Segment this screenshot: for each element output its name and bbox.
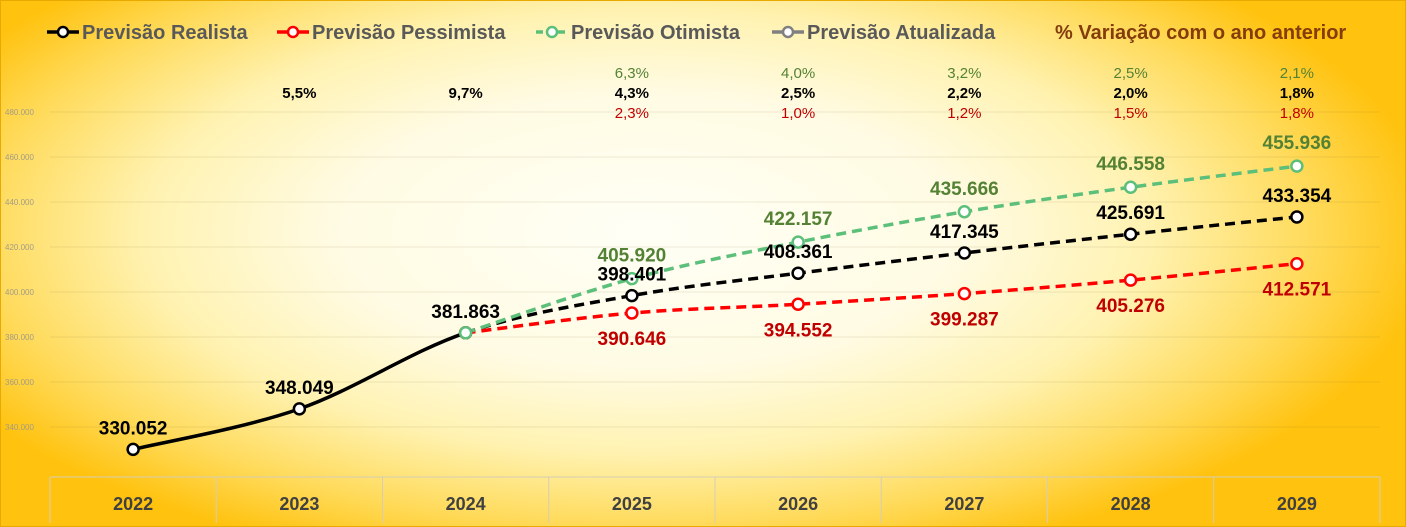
point-marker-previsao-otimista — [1290, 159, 1304, 173]
series-line-previsao-otimista-dashed — [465, 164, 1298, 335]
variation-label-previsao-pessimista: 2,3% — [615, 105, 649, 122]
point-marker-previsao-realista — [957, 246, 972, 260]
point-marker-previsao-otimista — [458, 326, 473, 340]
legend-item-previsao-pessimista: Previsão Pessimista — [277, 22, 506, 44]
legend-label: Previsão Pessimista — [312, 22, 506, 44]
point-marker-previsao-realista — [1123, 227, 1138, 241]
x-tick-label: 2022 — [113, 494, 153, 514]
variation-label-previsao-realista: 2,2% — [947, 85, 981, 102]
data-label-previsao-pessimista: 390.646 — [598, 329, 667, 350]
variation-label-previsao-otimista: 2,1% — [1280, 65, 1314, 82]
legend-marker — [286, 25, 300, 39]
data-label-previsao-realista: 417.345 — [930, 222, 999, 243]
variation-label-previsao-realista: 9,7% — [449, 85, 483, 102]
data-label-previsao-realista: 330.052 — [99, 418, 168, 439]
data-label-previsao-realista: 381.863 — [431, 302, 500, 323]
variation-label-previsao-pessimista: 1,0% — [781, 105, 815, 122]
point-marker-previsao-pessimista — [625, 306, 639, 320]
y-tick-label: 420.000 — [5, 243, 34, 252]
data-label-previsao-pessimista: 394.552 — [764, 320, 833, 341]
series-line-previsao-realista-dashed — [465, 215, 1298, 335]
variation-label-previsao-realista: 5,5% — [282, 85, 316, 102]
legend-label: Previsão Atualizada — [807, 22, 996, 44]
legend: Previsão Realista Previsão Pessimista Prev… — [47, 22, 1346, 44]
point-marker-previsao-pessimista — [791, 297, 805, 312]
data-label-previsao-realista: 425.691 — [1096, 203, 1165, 224]
point-marker-previsao-pessimista — [1123, 273, 1138, 287]
legend-marker — [545, 25, 559, 39]
x-tick-label: 2027 — [944, 494, 984, 514]
point-marker-previsao-otimista — [1123, 180, 1138, 194]
variation-label-previsao-pessimista: 1,2% — [947, 105, 981, 122]
point-marker-previsao-otimista — [957, 205, 972, 219]
y-tick-label: 440.000 — [5, 198, 34, 207]
x-axis-tick-labels: 2022 2023 2024 2025 2026 2027 2028 2029 — [113, 494, 1317, 514]
legend-item-previsao-otimista: Previsão Otimista — [536, 22, 741, 44]
point-marker-previsao-realista — [126, 442, 140, 457]
y-axis-tick-labels: 340.000 360.000 380.000 400.000 420.000 440.0… — [5, 108, 34, 432]
data-label-previsao-otimista: 446.558 — [1096, 154, 1165, 175]
data-label-previsao-otimista: 455.936 — [1263, 133, 1332, 154]
point-marker-previsao-realista — [791, 266, 805, 280]
variation-label-previsao-pessimista: 1,8% — [1280, 105, 1314, 122]
x-tick-label: 2028 — [1111, 494, 1151, 514]
legend-label: Previsão Otimista — [571, 22, 741, 44]
data-label-previsao-realista: 433.354 — [1263, 186, 1332, 207]
variation-label-previsao-pessimista: 1,5% — [1114, 105, 1148, 122]
point-marker-previsao-otimista — [791, 235, 805, 249]
variation-label-previsao-realista: 2,5% — [781, 85, 815, 102]
y-tick-label: 480.000 — [5, 108, 34, 117]
x-tick-label: 2025 — [612, 494, 652, 514]
data-label-previsao-pessimista: 412.571 — [1263, 280, 1332, 301]
legend-marker — [56, 25, 70, 39]
variation-legend-label: % Variação com o ano anterior — [1055, 22, 1346, 44]
data-label-previsao-otimista: 405.920 — [598, 246, 667, 267]
x-axis — [49, 476, 1381, 523]
variation-label-previsao-otimista: 6,3% — [615, 65, 649, 82]
data-label-previsao-pessimista: 405.276 — [1096, 296, 1165, 317]
series-line-previsao-pessimista-dashed — [465, 261, 1298, 335]
point-marker-previsao-realista — [292, 402, 307, 416]
y-tick-label: 360.000 — [5, 378, 34, 387]
data-labels: 330.052 348.049 381.863 398.401 408.361 417.3… — [99, 133, 1332, 439]
y-tick-label: 340.000 — [5, 423, 34, 432]
variation-label-previsao-otimista: 4,0% — [781, 65, 815, 82]
point-marker-previsao-pessimista — [1290, 256, 1304, 271]
data-label-previsao-otimista: 422.157 — [764, 209, 833, 230]
legend-label: Previsão Realista — [82, 22, 249, 44]
data-label-previsao-realista: 408.361 — [764, 242, 833, 263]
y-tick-label: 460.000 — [5, 153, 34, 162]
x-tick-label: 2029 — [1277, 494, 1317, 514]
legend-marker — [781, 25, 795, 39]
y-tick-label: 380.000 — [5, 333, 34, 342]
variation-label-previsao-realista: 4,3% — [615, 85, 649, 102]
point-marker-previsao-otimista — [625, 271, 639, 286]
variation-label-previsao-realista: 1,8% — [1280, 85, 1314, 102]
data-label-previsao-pessimista: 399.287 — [930, 310, 999, 331]
variation-labels: 5,5% 9,7% 4,3% 2,5% 2,2% 2,0% 1,8% 2,3% 1,0% 1,2%… — [282, 65, 1314, 122]
legend-item-previsao-realista: Previsão Realista — [47, 22, 249, 44]
gridlines — [50, 111, 1380, 428]
point-marker-previsao-realista — [1290, 210, 1304, 224]
y-tick-label: 400.000 — [5, 288, 34, 297]
variation-label-previsao-otimista: 3,2% — [947, 65, 981, 82]
series-markers — [126, 159, 1304, 457]
point-marker-previsao-realista — [625, 288, 639, 303]
variation-label-previsao-realista: 2,0% — [1114, 85, 1148, 102]
x-tick-label: 2023 — [279, 494, 319, 514]
data-label-previsao-otimista: 435.666 — [930, 179, 999, 200]
point-marker-previsao-pessimista — [957, 286, 972, 301]
x-tick-label: 2024 — [446, 494, 486, 514]
variation-label-previsao-otimista: 2,5% — [1114, 65, 1148, 82]
data-label-previsao-realista: 398.401 — [598, 265, 667, 286]
data-label-previsao-realista: 348.049 — [265, 378, 334, 399]
legend-item-previsao-atualizada: Previsão Atualizada — [772, 22, 996, 44]
x-tick-label: 2026 — [778, 494, 818, 514]
